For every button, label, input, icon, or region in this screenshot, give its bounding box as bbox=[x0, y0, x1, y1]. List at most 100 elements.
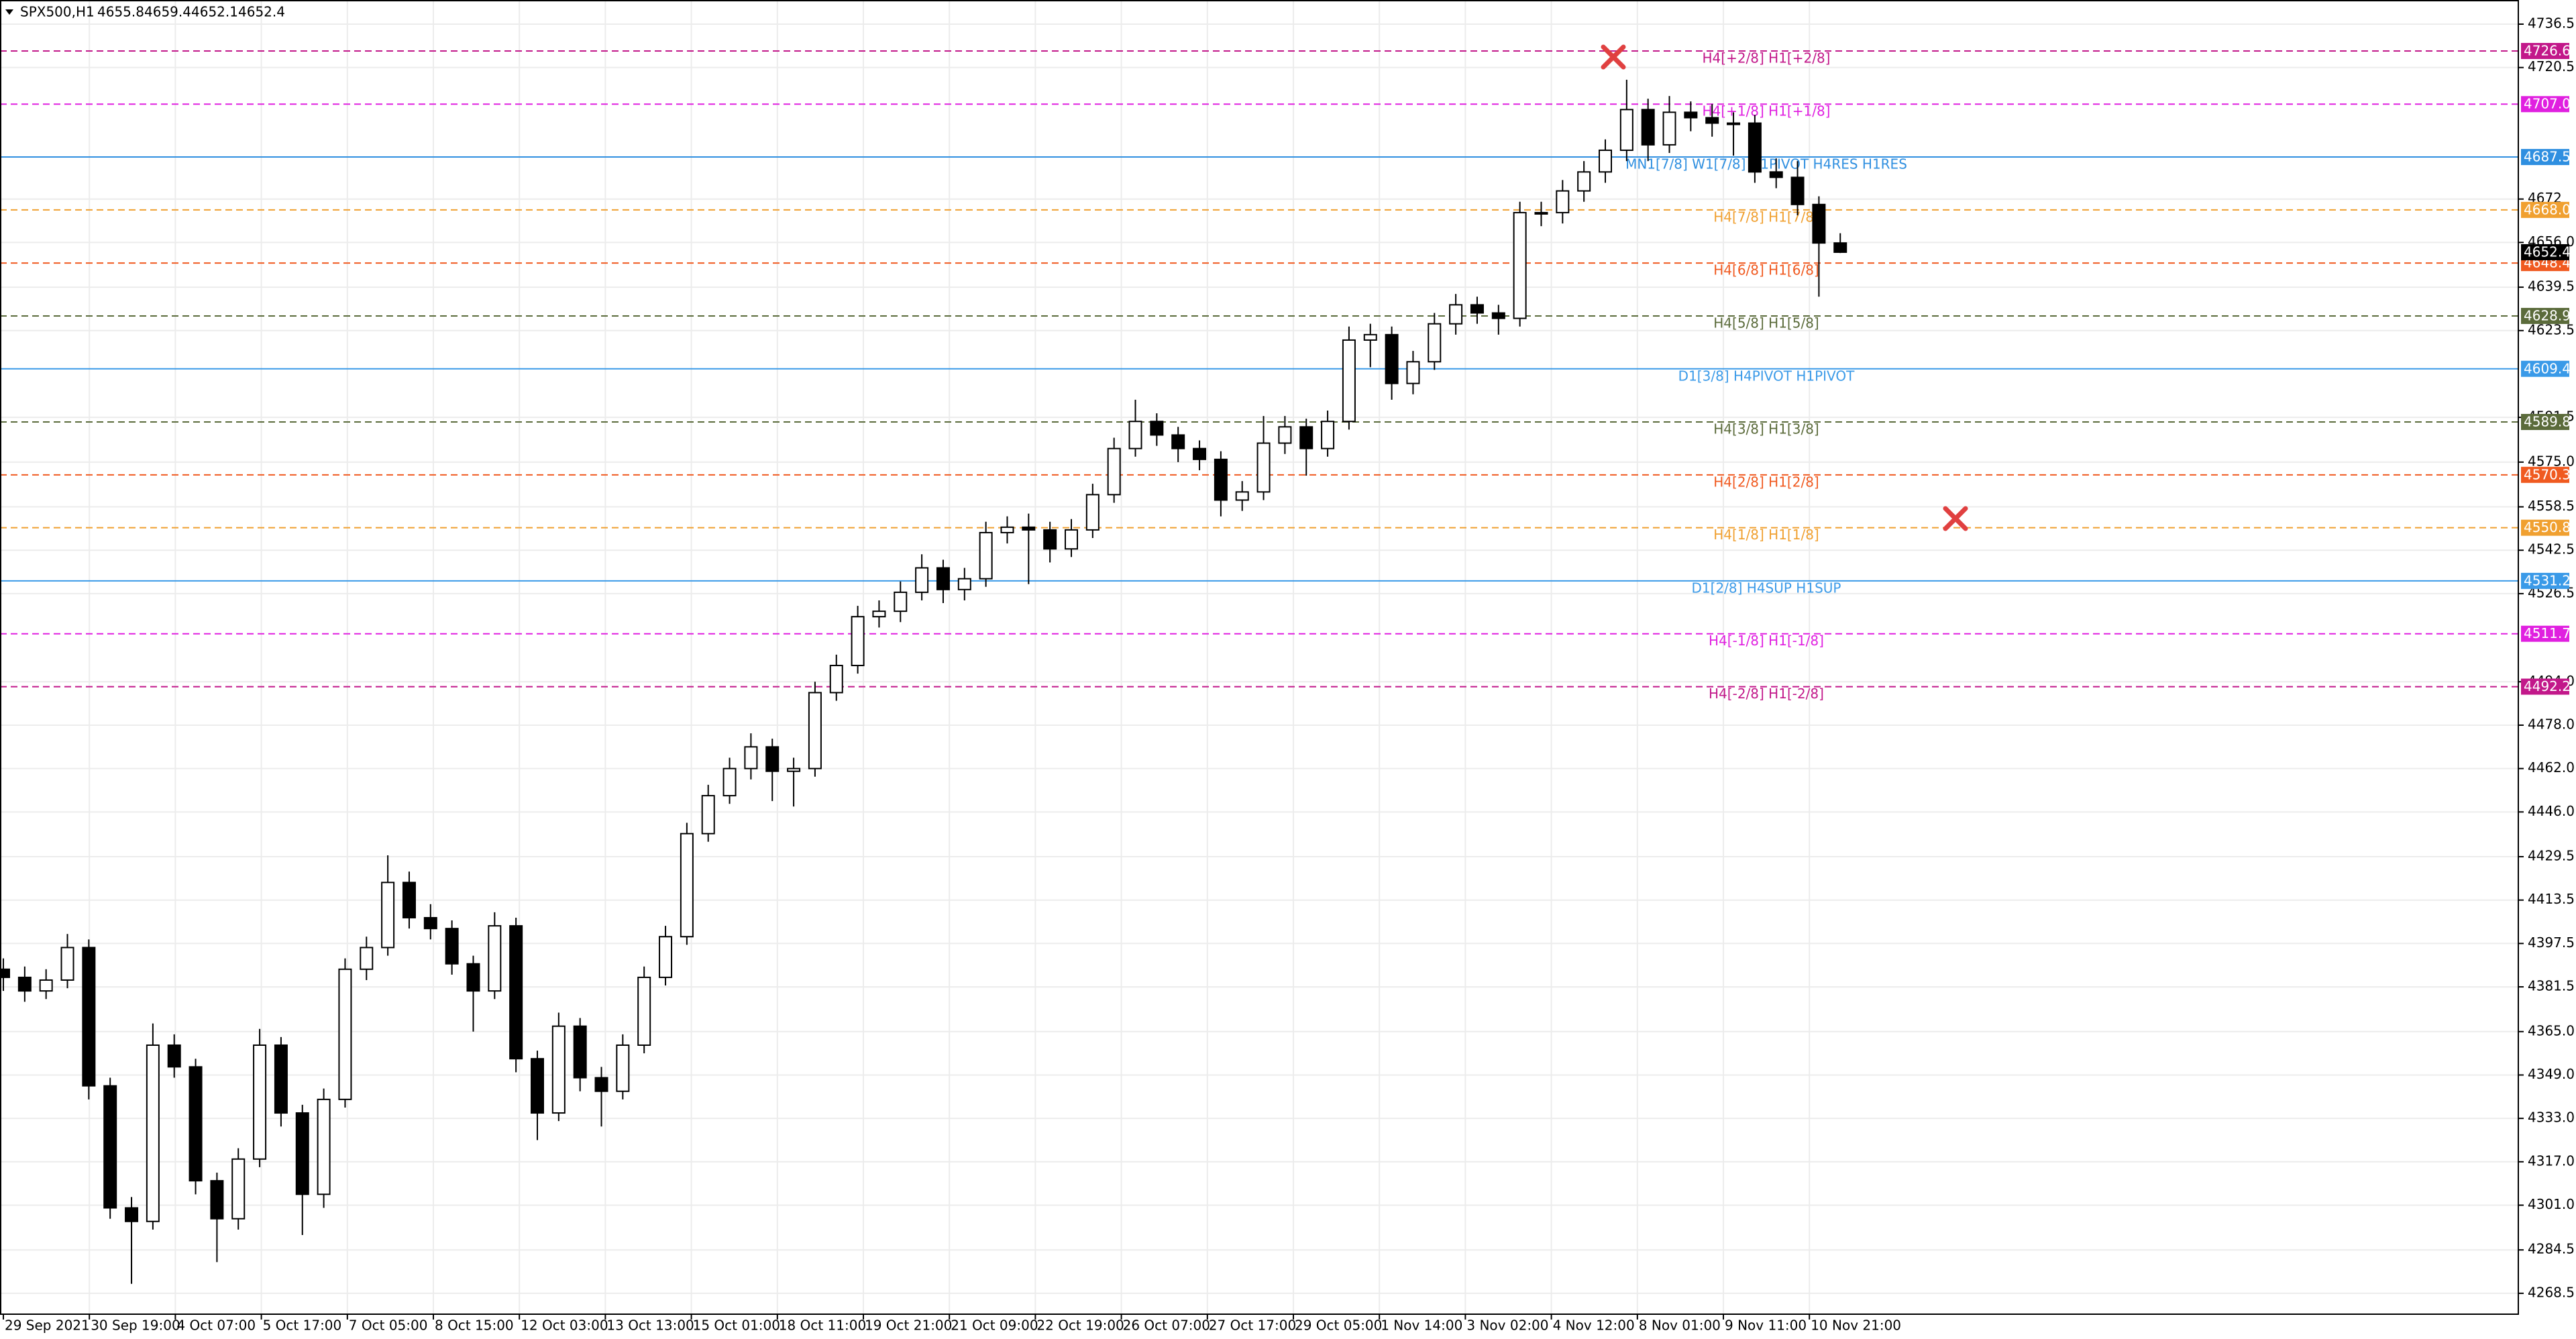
candle-body bbox=[210, 1180, 224, 1220]
price-badge bbox=[2521, 625, 2569, 642]
price-badge-label: 4687.5 bbox=[2524, 149, 2571, 165]
candle-body bbox=[1214, 458, 1228, 501]
chart-frame bbox=[0, 0, 2519, 1315]
candle-body bbox=[189, 1066, 203, 1182]
price-badge bbox=[2521, 519, 2569, 536]
candle-body bbox=[1769, 171, 1783, 178]
candle-body bbox=[488, 925, 502, 992]
candle-body bbox=[1256, 442, 1271, 493]
candle-body bbox=[167, 1044, 181, 1068]
x-tick-label: 8 Oct 15:00 bbox=[435, 1318, 514, 1334]
price-badge bbox=[2521, 42, 2569, 59]
y-tick-label: 4349.0 bbox=[2528, 1066, 2575, 1082]
candle-body bbox=[253, 1044, 267, 1160]
candle-body bbox=[39, 979, 53, 992]
candle-body bbox=[338, 968, 352, 1100]
candle-body bbox=[765, 746, 780, 772]
candle-body bbox=[1128, 421, 1142, 449]
current-price-badge bbox=[2521, 244, 2569, 260]
y-tick-label: 4639.5 bbox=[2528, 278, 2575, 294]
x-tick-label: 29 Sep 2021 bbox=[5, 1318, 90, 1334]
candle-body bbox=[509, 925, 523, 1060]
candle-body bbox=[1513, 211, 1527, 319]
candle-body bbox=[1107, 447, 1121, 496]
candle-body bbox=[402, 881, 416, 918]
price-badge-label: 4707.0 bbox=[2524, 96, 2571, 112]
x-tick-label: 7 Oct 05:00 bbox=[349, 1318, 428, 1334]
candle-body bbox=[1470, 304, 1484, 314]
candle-body bbox=[295, 1112, 309, 1195]
price-badge-label: 4628.9 bbox=[2524, 307, 2571, 323]
candle-body bbox=[1000, 526, 1014, 533]
candle-body bbox=[787, 767, 801, 772]
candle-body bbox=[360, 947, 374, 970]
x-tick-label: 10 Nov 21:00 bbox=[1811, 1318, 1901, 1334]
header-open: 4655.8 bbox=[97, 4, 144, 20]
candle-body bbox=[680, 833, 694, 938]
price-badge bbox=[2521, 678, 2569, 695]
candle-body bbox=[1299, 426, 1313, 449]
header-close: 4652.4 bbox=[238, 4, 285, 20]
x-tick-label: 21 Oct 09:00 bbox=[951, 1318, 1038, 1334]
level-label: H4[1/8] H1[1/8] bbox=[1713, 527, 1819, 543]
candle-body bbox=[915, 567, 929, 593]
y-tick-label: 4542.5 bbox=[2528, 541, 2575, 557]
cross-marker bbox=[1943, 506, 1968, 531]
candle-body bbox=[1235, 491, 1249, 501]
price-badge-label: 4609.4 bbox=[2524, 360, 2571, 376]
level-label: H4[+2/8] H1[+2/8] bbox=[1703, 50, 1831, 66]
candle-body bbox=[1171, 434, 1185, 449]
header-high: 4659.4 bbox=[144, 4, 191, 20]
y-tick-label: 4301.0 bbox=[2528, 1196, 2575, 1212]
x-tick-label: 12 Oct 03:00 bbox=[521, 1318, 608, 1334]
x-tick-label: 3 Nov 02:00 bbox=[1466, 1318, 1548, 1334]
y-tick-label: 4478.0 bbox=[2528, 716, 2575, 732]
y-tick-label: 4429.5 bbox=[2528, 848, 2575, 864]
candle-body bbox=[851, 616, 865, 667]
header-low: 4652.1 bbox=[191, 4, 238, 20]
candle-body bbox=[423, 916, 437, 930]
y-tick-label: 4365.0 bbox=[2528, 1022, 2575, 1038]
candle-body bbox=[1085, 494, 1099, 531]
candle-body bbox=[1534, 211, 1548, 215]
x-tick-label: 30 Sep 19:00 bbox=[91, 1318, 180, 1334]
y-tick-label: 4462.0 bbox=[2528, 759, 2575, 775]
level-label: D1[3/8] H4PIVOT H1PIVOT bbox=[1678, 368, 1855, 384]
level-label: H4[2/8] H1[2/8] bbox=[1713, 474, 1819, 490]
candle-body bbox=[103, 1085, 117, 1209]
price-badge-label: 4668.0 bbox=[2524, 201, 2571, 217]
x-tick-label: 22 Oct 19:00 bbox=[1036, 1318, 1124, 1334]
candle-body bbox=[1150, 421, 1164, 436]
x-tick-label: 8 Nov 01:00 bbox=[1639, 1318, 1721, 1334]
price-badge bbox=[2521, 149, 2569, 166]
candle-body bbox=[1022, 526, 1036, 531]
price-badge bbox=[2521, 96, 2569, 113]
price-badge bbox=[2521, 414, 2569, 431]
x-tick-label: 4 Oct 07:00 bbox=[176, 1318, 256, 1334]
candle-body bbox=[1065, 529, 1078, 550]
cross-marker bbox=[1601, 44, 1626, 70]
x-tick-label: 26 Oct 07:00 bbox=[1123, 1318, 1210, 1334]
current-price-label: 4652.4 bbox=[2524, 244, 2571, 260]
candle-body bbox=[445, 928, 459, 965]
x-tick-label: 27 Oct 17:00 bbox=[1209, 1318, 1296, 1334]
candle-body bbox=[744, 746, 758, 769]
price-badge-label: 4511.7 bbox=[2524, 625, 2571, 641]
price-badge-label: 4531.2 bbox=[2524, 572, 2571, 588]
candle-body bbox=[1385, 333, 1399, 384]
candle-body bbox=[829, 665, 843, 694]
candle-body bbox=[808, 692, 822, 769]
header-marker bbox=[5, 9, 13, 15]
candle-body bbox=[1278, 426, 1292, 444]
candle-body bbox=[1812, 203, 1826, 244]
levels: H4[+2/8] H1[+2/8] H4[+1/8] H1[+1/8] MN1[7/… bbox=[0, 50, 2518, 702]
price-badge bbox=[2521, 360, 2569, 377]
candle-body bbox=[1599, 149, 1612, 173]
symbol: SPX500,H1 bbox=[20, 4, 95, 20]
level-label: D1[2/8] H4SUP H1SUP bbox=[1692, 580, 1841, 596]
y-tick-label: 4720.5 bbox=[2528, 58, 2575, 74]
x-tick-label: 15 Oct 01:00 bbox=[693, 1318, 780, 1334]
candle-body bbox=[1727, 122, 1741, 125]
candle-body bbox=[125, 1207, 139, 1222]
candle-body bbox=[1449, 304, 1463, 325]
